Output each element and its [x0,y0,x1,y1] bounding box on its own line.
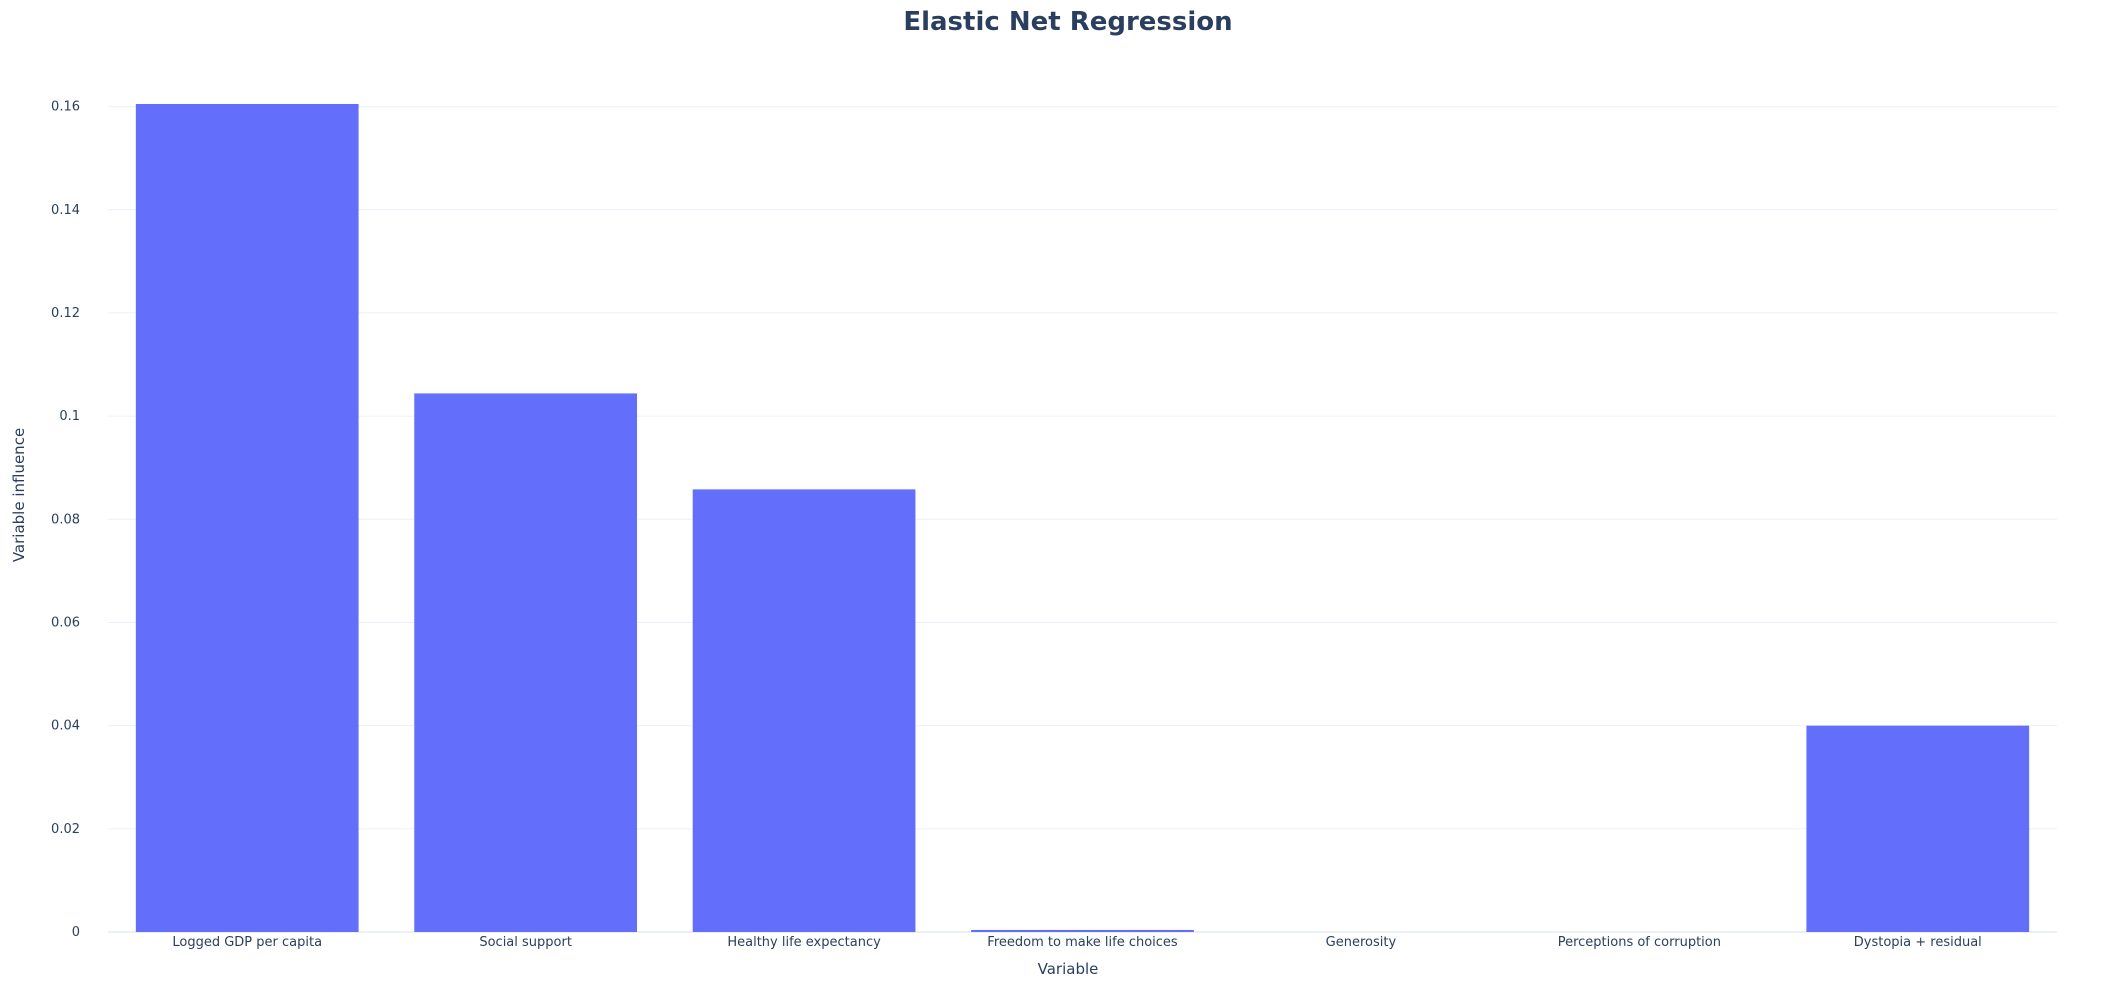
y-axis-title: Variable influence [10,428,28,562]
chart-title: Elastic Net Regression [903,7,1232,37]
bars [135,104,2030,932]
x-tick-label: Dystopia + residual [1854,935,1982,950]
y-axis-ticks: 0 0.02 0.04 0.06 0.08 0.1 0.12 0.14 0.16 [51,100,80,940]
y-tick-label: 0 [72,925,80,940]
y-tick-label: 0.14 [51,203,80,218]
y-tick-label: 0.16 [51,100,80,115]
x-axis-title: Variable [1038,960,1099,978]
y-tick-label: 0.04 [51,719,80,734]
x-tick-label: Social support [479,935,572,950]
x-tick-label: Freedom to make life choices [987,935,1178,950]
bar-dystopia-residual[interactable] [1806,725,2030,932]
bar-healthy-life-expectancy[interactable] [692,489,916,932]
y-tick-label: 0.02 [51,822,80,837]
x-tick-label: Logged GDP per capita [172,935,322,950]
bar-social-support[interactable] [414,393,638,932]
x-tick-label: Perceptions of corruption [1558,935,1721,950]
bar-logged-gdp-per-capita[interactable] [135,104,359,932]
y-tick-label: 0.1 [59,409,80,424]
y-tick-label: 0.12 [51,306,80,321]
x-tick-label: Generosity [1326,935,1397,950]
x-axis-ticks: Logged GDP per capita Social support Healt… [172,935,1981,950]
bar-freedom-to-make-life-choices[interactable] [971,929,1194,932]
x-tick-label: Healthy life expectancy [727,935,881,950]
y-tick-label: 0.06 [51,615,80,630]
y-tick-label: 0.08 [51,512,80,527]
